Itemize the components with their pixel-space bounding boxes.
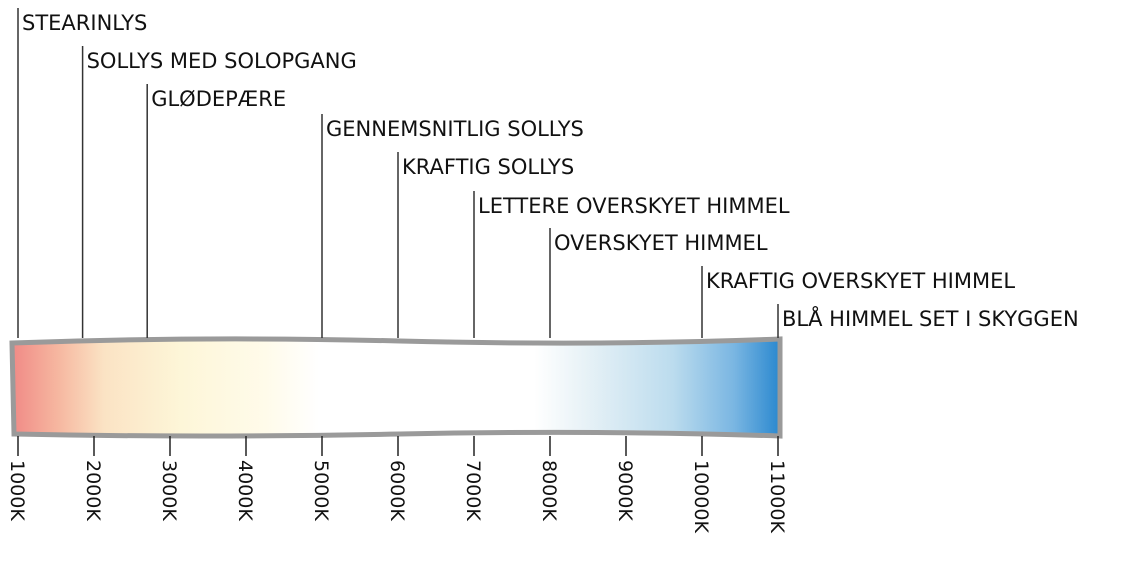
tick-label: 1000K bbox=[6, 460, 28, 521]
tick-label: 8000K bbox=[538, 460, 560, 521]
marker-label: GLØDEPÆRE bbox=[151, 87, 286, 111]
marker-label: STEARINLYS bbox=[22, 11, 147, 35]
tick-label: 4000K bbox=[234, 460, 256, 521]
marker-label: OVERSKYET HIMMEL bbox=[554, 231, 768, 255]
color-temperature-diagram: 1000K 2000K 3000K 4000K 5000K 6000K 7000K 8000K… bbox=[0, 0, 1139, 562]
marker-label: LETTERE OVERSKYET HIMMEL bbox=[478, 194, 790, 218]
tick-label: 2000K bbox=[82, 460, 104, 521]
tick-label: 11000K bbox=[766, 460, 788, 533]
marker-label: KRAFTIG SOLLYS bbox=[402, 155, 574, 179]
tick-label: 9000K bbox=[614, 460, 636, 521]
tick-label: 6000K bbox=[386, 460, 408, 521]
marker-label: BLÅ HIMMEL SET I SKYGGEN bbox=[782, 305, 1079, 331]
tick-label: 7000K bbox=[462, 460, 484, 521]
temperature-bar bbox=[12, 339, 780, 436]
tick-label: 3000K bbox=[158, 460, 180, 521]
marker-label: SOLLYS MED SOLOPGANG bbox=[87, 49, 357, 73]
scale-layer: 1000K 2000K 3000K 4000K 5000K 6000K 7000K 8000K… bbox=[6, 8, 1079, 533]
marker-label: GENNEMSNITLIG SOLLYS bbox=[326, 117, 584, 141]
marker-label: KRAFTIG OVERSKYET HIMMEL bbox=[706, 269, 1015, 293]
tick-label: 10000K bbox=[690, 460, 712, 533]
tick-label: 5000K bbox=[310, 460, 332, 521]
